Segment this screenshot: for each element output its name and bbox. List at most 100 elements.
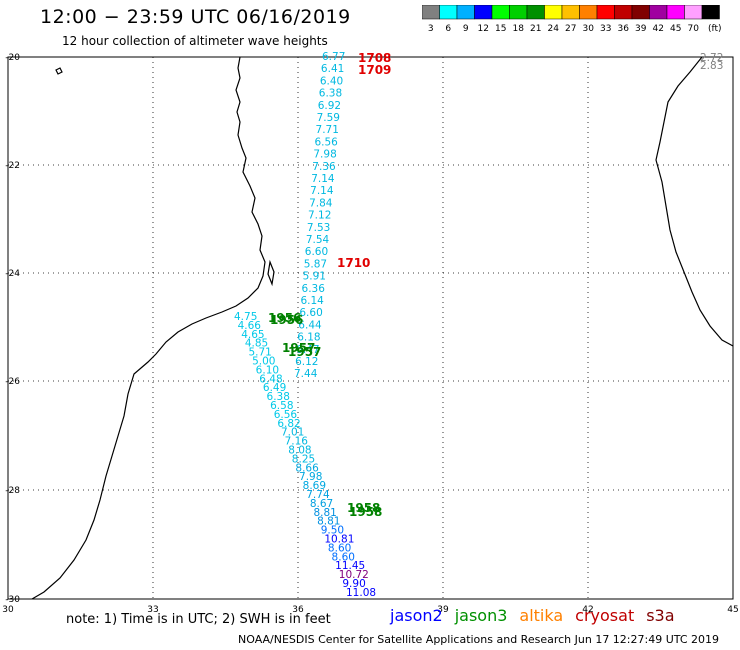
scale-label: 45 (670, 24, 681, 34)
lat-tick-label: -30 (5, 595, 20, 605)
scale-label: 6 (445, 24, 451, 34)
lon-tick-label: 36 (292, 605, 304, 615)
mission-altika: altika (519, 606, 564, 625)
pass-time-label: 1958 (349, 505, 382, 519)
lat-tick-label: -22 (5, 161, 20, 171)
swh-reading: 8.67 (310, 498, 333, 510)
pass-time-label: 1956 (270, 313, 303, 327)
swh-reading: 6.58 (270, 400, 293, 412)
lon-tick-label: 30 (2, 605, 14, 615)
map-title: 12:00 − 23:59 UTC 06/16/2019 (40, 6, 351, 28)
footnote: note: 1) Time is in UTC; 2) SWH is in fe… (66, 612, 331, 627)
swh-reading: 5.87 (304, 258, 327, 270)
swh-reading: 7.14 (310, 185, 334, 197)
swh-reading: 10.81 (324, 534, 354, 546)
map-frame (7, 56, 734, 600)
mission-legend: jason2 jason3 altika cryosat s3a (390, 606, 687, 625)
swh-reading: 7.01 (281, 427, 304, 439)
island-bazaruto (267, 259, 275, 287)
swh-reading: 7.44 (294, 368, 318, 380)
swh-reading: 8.08 (288, 445, 311, 457)
swh-reading: 6.40 (320, 75, 343, 87)
wave-height-labels: 6.776.416.406.386.927.597.716.567.987.36… (234, 51, 723, 599)
pass-time-label: 1957 (288, 345, 321, 359)
swh-reading: 7.71 (316, 124, 339, 136)
scale-label: 24 (548, 24, 560, 34)
mission-jason3: jason3 (454, 606, 508, 625)
swh-reading: 6.92 (318, 100, 341, 112)
swh-reading: 7.14 (311, 173, 335, 185)
swh-reading: 4.66 (238, 320, 262, 332)
lon-tick-label: 33 (147, 605, 158, 615)
swh-reading: 7.59 (317, 112, 340, 124)
mission-jason2: jason2 (390, 606, 443, 625)
swh-reading: 6.47 (296, 344, 319, 356)
scale-label: 39 (635, 24, 647, 34)
swh-reading: 4.85 (245, 338, 268, 350)
pass-time-label: 1956 (268, 311, 301, 325)
coastline-madagascar (655, 56, 734, 347)
swh-reading: 11.45 (335, 560, 365, 572)
map-subtitle: 12 hour collection of altimeter wave hei… (62, 34, 328, 48)
swh-reading: 6.49 (263, 382, 286, 394)
scale-label: 12 (478, 24, 489, 34)
scale-label: 30 (583, 24, 595, 34)
pass-time-label: 1958 (347, 501, 380, 515)
swh-reading: 9.50 (321, 525, 344, 537)
coastline (31, 56, 734, 600)
color-scale-bar: 3 6 9 12 15 18 21 24 27 30 33 36 39 42 45 70 (ft) (422, 5, 722, 34)
island-europa (55, 67, 63, 75)
pass-time-label: 1708 (358, 51, 391, 65)
lat-tick-label: -20 (5, 53, 20, 63)
swh-reading: 6.41 (321, 63, 344, 75)
swh-reading: 6.56 (314, 136, 338, 148)
pass-time-label: 1710 (337, 256, 370, 270)
coastline-mozambique (31, 56, 266, 600)
scale-label: 33 (600, 24, 611, 34)
swh-reading: 8.60 (332, 551, 355, 563)
swh-reading: 6.56 (274, 409, 298, 421)
scale-label: 3 (428, 24, 434, 34)
swh-reading: 6.12 (295, 356, 318, 368)
swh-reading: 6.38 (319, 88, 342, 100)
swh-reading: 2.83 (700, 60, 723, 72)
scale-label: 21 (530, 24, 541, 34)
scale-label: 18 (513, 24, 525, 34)
swh-reading: 8.60 (328, 542, 351, 554)
mission-s3a: s3a (646, 606, 675, 625)
swh-reading: 5.91 (303, 271, 326, 283)
swh-reading: 7.84 (309, 197, 333, 209)
scale-label: 15 (495, 24, 506, 34)
swh-reading: 8.81 (317, 516, 340, 528)
swh-reading: 5.71 (248, 347, 271, 359)
swh-reading: 6.77 (322, 51, 345, 63)
swh-reading: 6.48 (259, 373, 282, 385)
swh-reading: 11.08 (346, 587, 376, 599)
swh-reading: 7.98 (299, 471, 322, 483)
pass-time-label: 1709 (358, 63, 391, 77)
swh-reading: 6.82 (277, 418, 300, 430)
swh-reading: 7.98 (313, 149, 336, 161)
scale-label: 70 (688, 24, 700, 34)
swh-reading: 10.72 (339, 569, 369, 581)
scale-label: 36 (618, 24, 630, 34)
lat-tick-label: -26 (5, 377, 20, 387)
swh-reading: 8.81 (313, 507, 336, 519)
lat-tick-label: -24 (5, 269, 20, 279)
scale-swatch (701, 5, 720, 20)
credit-line: NOAA/NESDIS Center for Satellite Applica… (238, 633, 720, 646)
swh-reading: 2.72 (700, 52, 723, 64)
scale-label: 9 (463, 24, 469, 34)
swh-reading: 7.53 (307, 222, 330, 234)
scale-label: 27 (565, 24, 576, 34)
swh-reading: 7.12 (308, 210, 331, 222)
lon-tick-label: 42 (582, 605, 593, 615)
swh-reading: 6.18 (297, 332, 320, 344)
swh-reading: 6.60 (299, 307, 322, 319)
swh-reading: 5.00 (252, 356, 275, 368)
swh-reading: 9.90 (342, 578, 365, 590)
lon-tick-label: 39 (437, 605, 449, 615)
mission-cryosat: cryosat (575, 606, 635, 625)
